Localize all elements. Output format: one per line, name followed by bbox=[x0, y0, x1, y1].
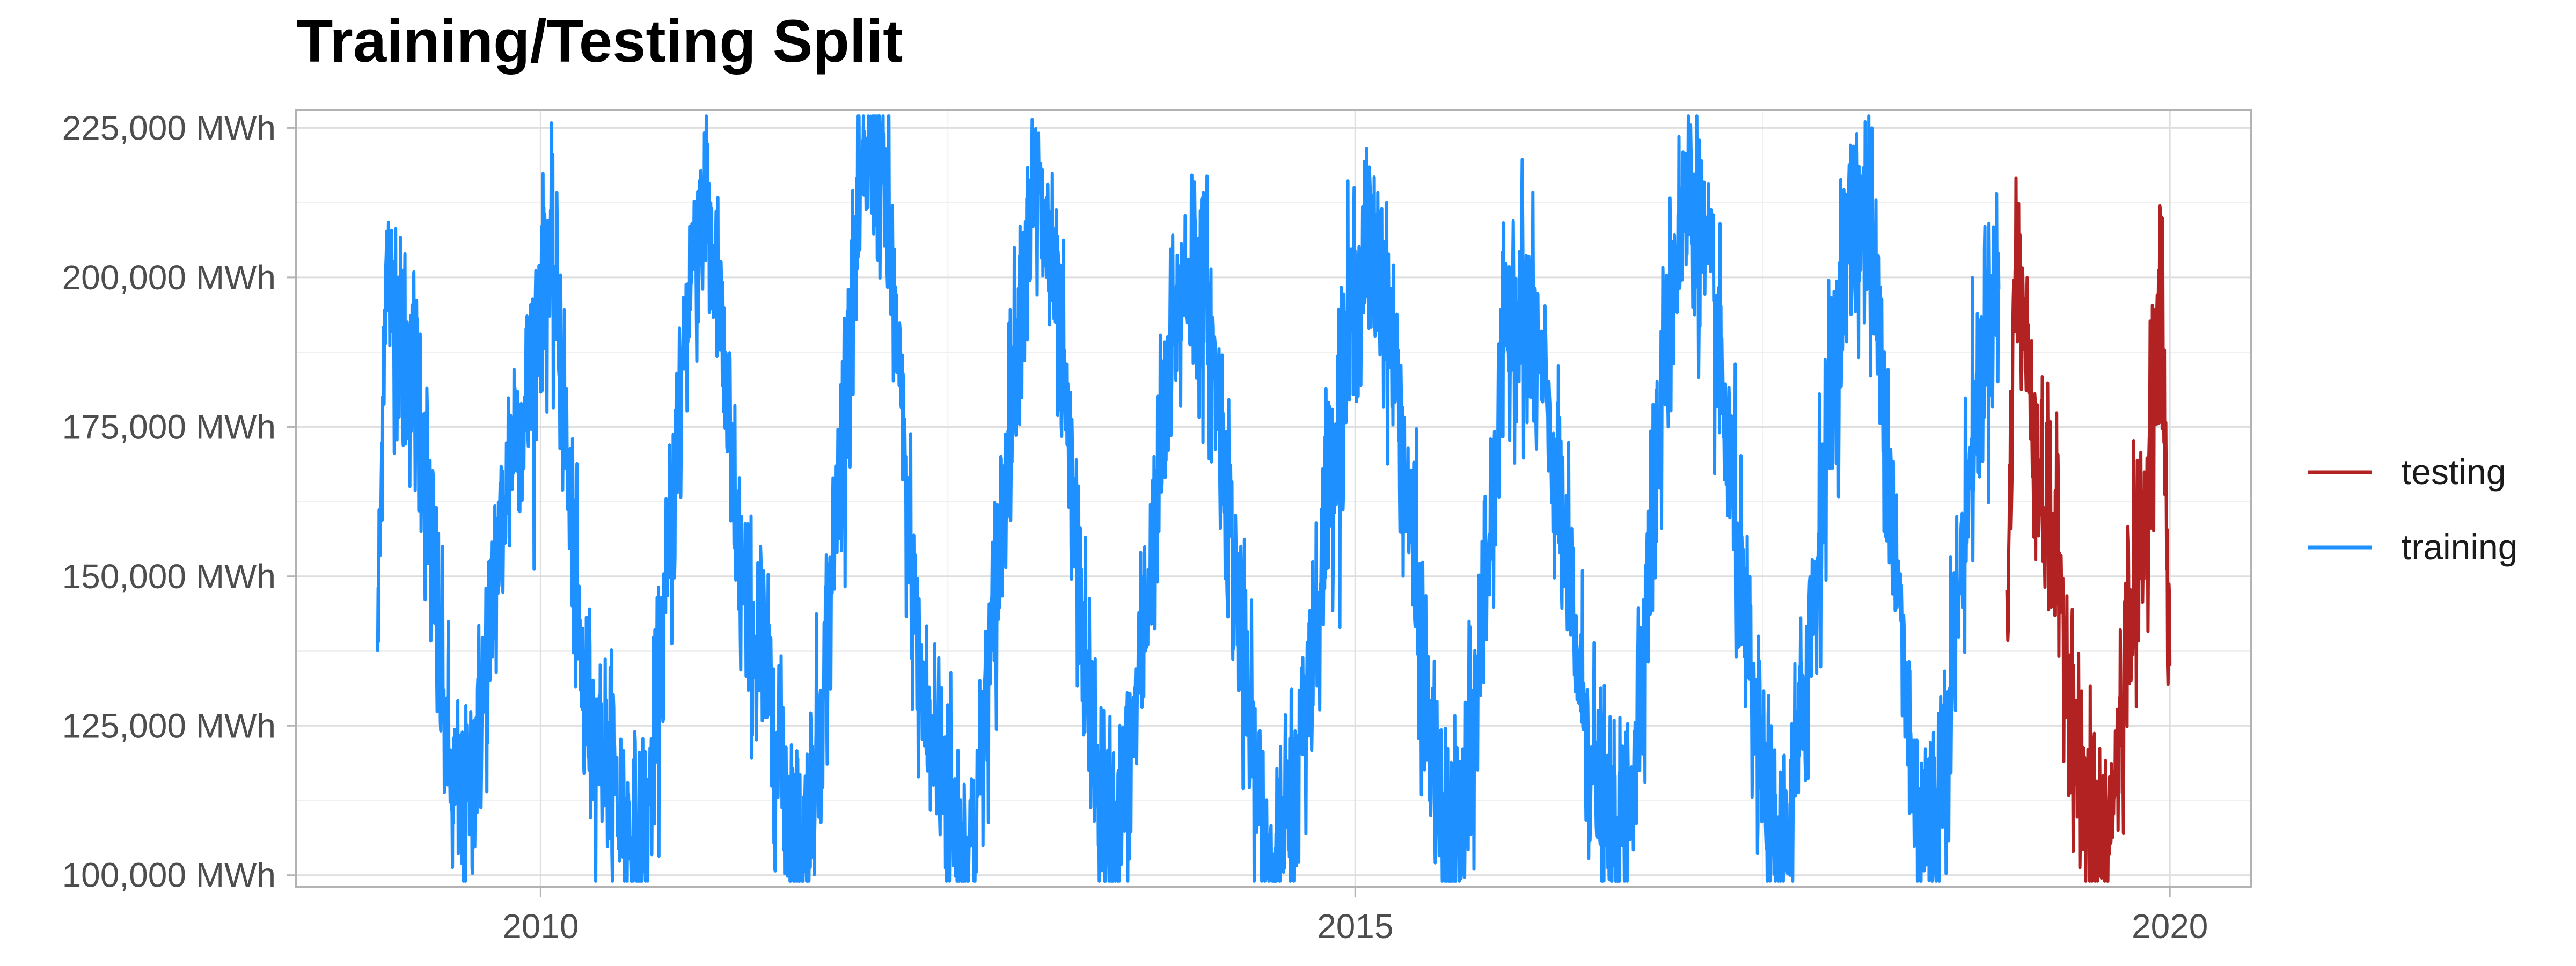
major-gridlines bbox=[296, 110, 2251, 887]
legend-label-testing: testing bbox=[2402, 452, 2506, 492]
x-tick-label: 2020 bbox=[2132, 907, 2208, 946]
series-line-testing bbox=[2005, 176, 2172, 883]
y-tick-label: 175,000 MWh bbox=[62, 407, 276, 446]
chart-title: Training/Testing Split bbox=[296, 8, 903, 75]
series-layer bbox=[376, 114, 2172, 883]
plot-panel-border bbox=[295, 109, 2252, 888]
y-tick-label: 125,000 MWh bbox=[62, 706, 276, 745]
y-tick-label: 100,000 MWh bbox=[62, 856, 276, 895]
y-tick-label: 200,000 MWh bbox=[62, 258, 276, 297]
y-tick-label: 150,000 MWh bbox=[62, 557, 276, 596]
legend-label-training: training bbox=[2402, 527, 2518, 567]
x-axis: 2010 2015 2020 bbox=[502, 887, 2208, 946]
x-tick-label: 2015 bbox=[1317, 907, 1393, 946]
x-tick-label: 2010 bbox=[502, 907, 579, 946]
series-line-training bbox=[376, 114, 2001, 883]
y-tick-label: 225,000 MWh bbox=[62, 108, 276, 147]
legend: testing training bbox=[2308, 452, 2518, 567]
y-axis: 100,000 MWh 125,000 MWh 150,000 MWh 175,000… bbox=[62, 108, 296, 895]
